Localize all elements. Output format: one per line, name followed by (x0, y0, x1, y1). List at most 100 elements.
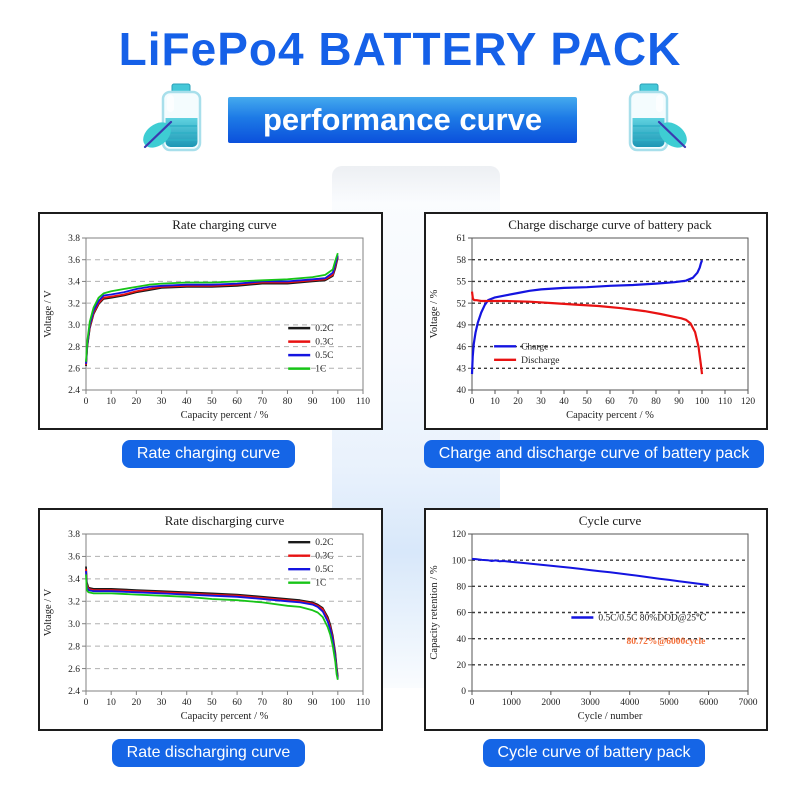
svg-text:30: 30 (536, 397, 546, 407)
chart-panel-rate-discharging: 2.4 2.6 2.8 3.0 3.2 3.4 3.6 3.8 0 10 20 30 40 50 60 70 8… (38, 508, 383, 731)
svg-text:Voltage / %: Voltage / % (429, 289, 440, 338)
svg-text:80: 80 (457, 583, 467, 593)
label-row: Rate discharging curve (38, 739, 379, 767)
chart-panel-rate-charging: 2.4 2.6 2.8 3.0 3.2 3.4 3.6 3.8 0 10 20 30 40 50 60 70 8… (38, 212, 383, 430)
svg-text:0: 0 (470, 397, 475, 407)
svg-text:Charge: Charge (521, 342, 548, 352)
svg-text:2.6: 2.6 (68, 364, 80, 374)
svg-text:70: 70 (628, 397, 638, 407)
svg-text:50: 50 (207, 698, 217, 708)
svg-text:0.2C: 0.2C (315, 538, 333, 548)
svg-text:Capacity percent / %: Capacity percent / % (566, 410, 654, 421)
svg-text:60: 60 (232, 397, 242, 407)
svg-text:3.0: 3.0 (68, 321, 80, 331)
svg-text:Voltage / V: Voltage / V (43, 290, 54, 338)
svg-text:Capacity retention / %: Capacity retention / % (429, 565, 440, 659)
svg-text:3000: 3000 (581, 698, 600, 708)
label-row: Rate charging curve (38, 440, 379, 468)
svg-text:61: 61 (457, 234, 467, 244)
svg-text:30: 30 (157, 397, 167, 407)
svg-text:3.2: 3.2 (68, 299, 80, 309)
rate-discharging-label-button[interactable]: Rate discharging curve (111, 739, 306, 767)
svg-text:120: 120 (741, 397, 756, 407)
charge-discharge-label-button[interactable]: Charge and discharge curve of battery pa… (423, 440, 765, 468)
svg-text:3.8: 3.8 (68, 530, 80, 540)
svg-text:40: 40 (182, 698, 192, 708)
svg-text:3.0: 3.0 (68, 620, 80, 630)
svg-text:1C: 1C (315, 365, 326, 375)
svg-text:20: 20 (513, 397, 523, 407)
svg-text:70: 70 (258, 397, 268, 407)
svg-text:60: 60 (605, 397, 615, 407)
svg-text:40: 40 (457, 386, 467, 396)
svg-text:2.8: 2.8 (68, 343, 80, 353)
svg-text:110: 110 (356, 397, 370, 407)
svg-text:0.5C/0.5C 80%DOD@25℃: 0.5C/0.5C 80%DOD@25℃ (598, 614, 707, 624)
svg-text:0: 0 (84, 397, 89, 407)
svg-text:20: 20 (132, 698, 142, 708)
svg-text:6000: 6000 (699, 698, 718, 708)
svg-text:7000: 7000 (739, 698, 758, 708)
svg-text:3.4: 3.4 (68, 278, 80, 288)
svg-text:120: 120 (452, 530, 467, 540)
svg-text:80: 80 (283, 698, 293, 708)
svg-text:55: 55 (457, 278, 467, 288)
rate-discharging-curve-chart: 2.4 2.6 2.8 3.0 3.2 3.4 3.6 3.8 0 10 20 30 40 50 60 70 8… (43, 513, 370, 722)
cycle-curve-label-button[interactable]: Cycle curve of battery pack (482, 739, 706, 767)
svg-text:0.3C: 0.3C (315, 338, 333, 348)
svg-text:40: 40 (559, 397, 569, 407)
svg-text:10: 10 (490, 397, 500, 407)
rate-charging-label-button[interactable]: Rate charging curve (121, 440, 296, 468)
rate-charging-curve-chart: 2.4 2.6 2.8 3.0 3.2 3.4 3.6 3.8 0 10 20 30 40 50 60 70 8… (43, 217, 370, 421)
svg-text:110: 110 (718, 397, 732, 407)
svg-text:2.8: 2.8 (68, 642, 80, 652)
page-title: LiFePo4 BATTERY PACK (118, 23, 682, 75)
svg-text:80: 80 (283, 397, 293, 407)
svg-text:5000: 5000 (660, 698, 679, 708)
svg-text:80.72%@6000cycle: 80.72%@6000cycle (627, 637, 706, 647)
svg-text:3.2: 3.2 (68, 597, 80, 607)
svg-text:50: 50 (207, 397, 217, 407)
svg-text:Rate discharging curve: Rate discharging curve (165, 513, 285, 528)
svg-text:100: 100 (695, 397, 710, 407)
svg-text:3.6: 3.6 (68, 256, 80, 266)
chart-panel-cycle: 0 20 40 60 80 100 120 0 1000 2000 3000 4000 5000 6000… (424, 508, 768, 731)
svg-text:2.6: 2.6 (68, 665, 80, 675)
svg-text:0: 0 (461, 687, 466, 697)
battery-leaf-icon (141, 82, 219, 160)
svg-text:100: 100 (452, 556, 467, 566)
svg-text:43: 43 (457, 364, 467, 374)
svg-text:Cycle curve: Cycle curve (579, 513, 642, 528)
svg-text:20: 20 (132, 397, 142, 407)
svg-text:50: 50 (582, 397, 592, 407)
banner-text: performance curve (262, 102, 543, 137)
svg-text:3.6: 3.6 (68, 553, 80, 563)
svg-text:10: 10 (106, 397, 116, 407)
svg-text:90: 90 (308, 397, 318, 407)
svg-text:70: 70 (258, 698, 268, 708)
svg-text:60: 60 (232, 698, 242, 708)
svg-text:30: 30 (157, 698, 167, 708)
svg-text:0.5C: 0.5C (315, 351, 333, 361)
svg-text:60: 60 (457, 609, 467, 619)
svg-text:1C: 1C (315, 579, 326, 589)
svg-text:2.4: 2.4 (68, 687, 80, 697)
svg-text:Rate charging curve: Rate charging curve (172, 217, 277, 232)
svg-text:58: 58 (457, 256, 467, 266)
svg-text:100: 100 (331, 397, 346, 407)
svg-text:4000: 4000 (620, 698, 639, 708)
svg-text:3.8: 3.8 (68, 234, 80, 244)
svg-text:90: 90 (674, 397, 684, 407)
svg-text:Capacity percent / %: Capacity percent / % (181, 410, 269, 421)
svg-text:Charge discharge curve of batt: Charge discharge curve of battery pack (508, 217, 712, 232)
svg-text:80: 80 (651, 397, 661, 407)
svg-text:49: 49 (457, 321, 467, 331)
svg-text:20: 20 (457, 661, 467, 671)
svg-text:Discharge: Discharge (521, 356, 559, 366)
svg-text:2.4: 2.4 (68, 386, 80, 396)
performance-banner: performance curve (228, 97, 577, 143)
svg-text:Voltage / V: Voltage / V (43, 588, 54, 636)
svg-text:Cycle / number: Cycle / number (578, 711, 643, 722)
svg-text:0.2C: 0.2C (315, 324, 333, 334)
